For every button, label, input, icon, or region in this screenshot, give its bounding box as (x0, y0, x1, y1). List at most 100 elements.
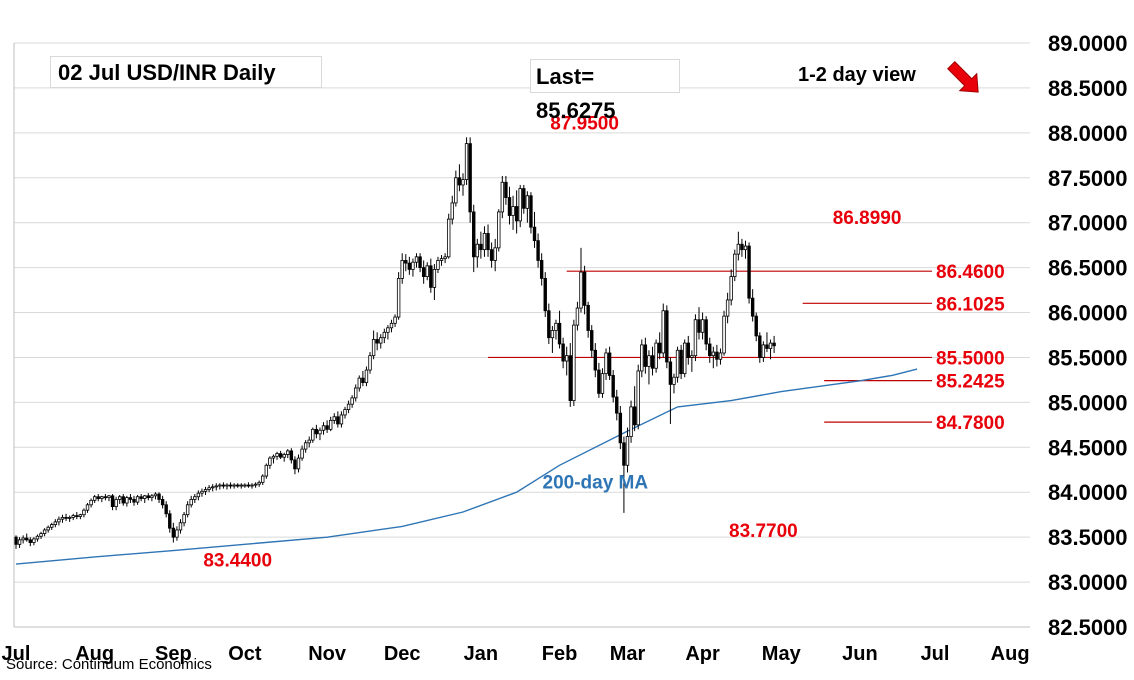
candle (17, 537, 22, 548)
candle-body-up (318, 429, 322, 435)
y-tick-label: 82.5000 (1048, 615, 1128, 640)
y-tick-label: 85.5000 (1048, 345, 1128, 370)
candle (725, 292, 730, 324)
candle-body-down (514, 206, 519, 222)
candle (361, 370, 365, 387)
candle (708, 337, 712, 363)
candle-body-up (257, 481, 261, 485)
candle-body-up (78, 514, 83, 517)
candle (761, 341, 766, 362)
candle (300, 445, 304, 461)
candle (339, 411, 344, 428)
candle-body-up (736, 243, 741, 255)
candle (50, 522, 54, 530)
candle (268, 456, 272, 469)
candle (307, 436, 311, 448)
candle-body-down (568, 355, 572, 401)
candle (257, 480, 261, 487)
x-month-label: Nov (308, 643, 347, 665)
price-annotation: 86.8990 (833, 208, 902, 229)
candle (214, 483, 218, 491)
candle (733, 249, 737, 282)
candle (121, 494, 125, 506)
candle (632, 386, 637, 432)
candle-body-up (32, 538, 36, 543)
candle (514, 190, 519, 234)
candle (314, 424, 319, 439)
candle-body-up (182, 514, 186, 524)
candle (661, 303, 665, 358)
candle (418, 253, 422, 273)
candle (443, 253, 447, 264)
candle (325, 420, 329, 433)
chart-labels: 86.4600 86.1025 85.5000 85.2425 84.7800 87.95… (203, 113, 1005, 571)
candle-body-up (425, 265, 429, 277)
candle (271, 454, 276, 464)
candle (107, 494, 111, 502)
candle-body-up (461, 179, 465, 186)
candle (218, 483, 222, 490)
candle (650, 346, 655, 376)
candle (221, 482, 226, 489)
candle (203, 486, 208, 495)
candle (457, 164, 462, 192)
candle-body-down (522, 188, 526, 209)
candle (193, 494, 197, 504)
x-month-label: Feb (542, 643, 578, 665)
candle (411, 258, 415, 277)
candle (85, 503, 90, 513)
candle (207, 485, 211, 493)
candle (718, 348, 723, 365)
candle (128, 494, 133, 504)
candle-body-down (632, 406, 637, 426)
candle-body-up (411, 261, 415, 270)
candle-body-down (139, 496, 143, 499)
candle-body-down (650, 355, 655, 369)
y-tick-label: 88.0000 (1048, 121, 1128, 146)
candle (125, 495, 129, 507)
candle (135, 494, 140, 505)
candle-body-up (600, 373, 605, 394)
candle (597, 362, 601, 398)
candle-body-down (643, 344, 648, 367)
candle (497, 209, 501, 252)
candle-body-down (28, 539, 33, 543)
candle-body-down (750, 297, 755, 317)
candle-body-up (464, 143, 469, 180)
x-month-label: Jun (842, 643, 878, 665)
candle (489, 242, 494, 268)
candle (554, 319, 558, 340)
candle (28, 537, 33, 547)
candle (171, 522, 176, 543)
candle-body-up (218, 484, 222, 487)
candle-body-up (475, 243, 480, 258)
candle (679, 344, 683, 380)
candle-body-down (418, 256, 422, 269)
candle-body-up (67, 516, 72, 519)
candle (636, 364, 640, 430)
candle-body-down (479, 243, 483, 251)
candle (210, 484, 215, 492)
candle (393, 314, 397, 327)
y-tick-label: 88.5000 (1048, 76, 1128, 101)
candle-body-down (697, 319, 701, 333)
candle-body-down (407, 262, 412, 270)
candle (768, 339, 773, 360)
candle-body-up (178, 522, 183, 531)
candle-body-down (611, 375, 615, 398)
candle (318, 427, 322, 441)
candle-body-down (128, 497, 133, 500)
candle-body-up (386, 327, 390, 333)
level-label: 84.7800 (936, 413, 1005, 434)
x-month-label: Jul (921, 643, 950, 665)
candle-body-up (60, 516, 65, 520)
candle-body-down (421, 267, 426, 278)
candle (246, 482, 251, 488)
candle (200, 488, 204, 497)
candle-body-down (557, 322, 562, 345)
candle-body-up (389, 322, 394, 329)
candle-body-up (446, 218, 451, 258)
candle (454, 170, 458, 207)
candle (414, 253, 419, 268)
candle (114, 496, 118, 511)
